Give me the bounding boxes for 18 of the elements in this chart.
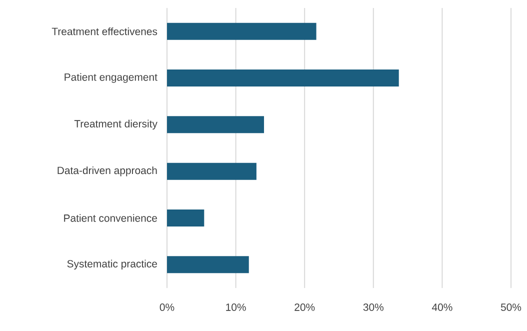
x-tick-label: 10%: [226, 304, 246, 311]
y-tick-label: Treatment diersity: [74, 120, 158, 130]
y-tick-label: Data-driven approach: [58, 166, 157, 176]
y-tick-label: Systematic practice: [67, 260, 157, 270]
bar: [167, 162, 256, 180]
x-tick-label: 50%: [500, 304, 522, 311]
bar: [167, 70, 399, 86]
x-tick-label: 30%: [363, 304, 384, 311]
y-tick-label: Patient convenience: [64, 214, 157, 222]
x-tick-label: 20%: [294, 304, 315, 311]
bar: [167, 210, 204, 227]
bar: [167, 22, 316, 40]
y-tick-label: Patient engagement: [64, 73, 158, 83]
x-tick-label: 40%: [432, 304, 452, 311]
bar: [167, 256, 249, 274]
bar: [167, 116, 264, 134]
y-tick-label: Treatment effectivenes: [52, 27, 158, 36]
x-tick-label: 0%: [160, 304, 174, 311]
